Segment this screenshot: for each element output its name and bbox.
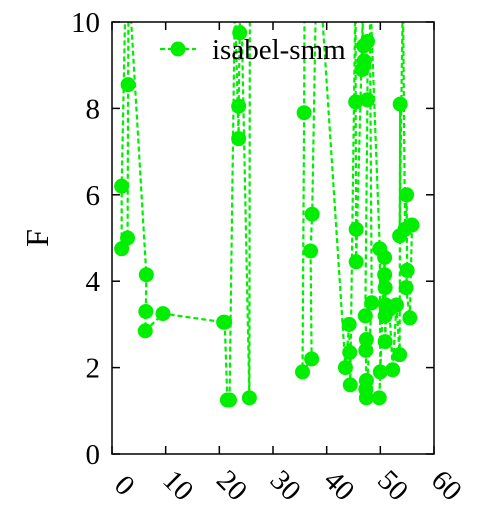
data-point xyxy=(388,297,404,313)
data-point xyxy=(155,306,171,322)
data-point xyxy=(120,230,136,246)
legend-marker xyxy=(170,41,186,57)
data-point xyxy=(404,217,420,233)
data-point xyxy=(303,243,319,259)
data-point xyxy=(364,295,380,311)
y-axis-label: F xyxy=(19,229,55,247)
plot-frame xyxy=(111,21,435,455)
data-point xyxy=(385,362,401,378)
y-tick-label: 8 xyxy=(86,93,101,125)
x-tick-label: 50 xyxy=(371,464,414,507)
data-point xyxy=(377,267,393,283)
data-point xyxy=(372,364,388,380)
data-point xyxy=(304,206,320,222)
data-point xyxy=(348,94,364,110)
data-point xyxy=(341,316,357,332)
x-tick-label: 10 xyxy=(156,464,199,507)
data-point xyxy=(348,254,364,270)
x-tick-label: 40 xyxy=(317,464,360,507)
data-point xyxy=(296,105,312,121)
data-point xyxy=(359,33,375,49)
data-point xyxy=(392,347,408,363)
data-point xyxy=(359,92,375,108)
x-tick-label: 20 xyxy=(210,464,253,507)
data-point xyxy=(348,221,364,237)
data-point xyxy=(114,178,130,194)
data-point xyxy=(241,390,257,406)
data-point xyxy=(402,310,418,326)
y-tick-label: 0 xyxy=(86,439,101,471)
plot-area xyxy=(114,0,420,408)
data-point xyxy=(342,377,358,393)
data-point xyxy=(399,187,415,203)
data-point xyxy=(357,308,373,324)
data-point xyxy=(295,364,311,380)
data-point xyxy=(222,392,238,408)
data-point xyxy=(342,344,358,360)
data-point xyxy=(358,390,374,406)
legend: isabel-smm xyxy=(160,34,346,66)
x-tick-label: 30 xyxy=(264,464,307,507)
data-point xyxy=(231,131,247,147)
data-point xyxy=(337,360,353,376)
legend-label: isabel-smm xyxy=(212,34,346,66)
x-tick-label: 60 xyxy=(425,464,468,507)
y-tick-label: 10 xyxy=(71,7,100,39)
data-point xyxy=(377,280,393,296)
data-point xyxy=(356,53,372,69)
y-tick-label: 4 xyxy=(86,266,101,298)
data-point xyxy=(304,351,320,367)
data-point xyxy=(120,77,136,93)
y-tick-label: 6 xyxy=(86,180,101,212)
data-point xyxy=(356,0,371,8)
data-point xyxy=(138,267,154,283)
y-tick-label: 2 xyxy=(86,353,101,385)
data-point xyxy=(358,342,374,358)
data-point xyxy=(137,323,153,339)
data-point xyxy=(231,98,247,114)
data-point xyxy=(392,96,408,112)
data-point xyxy=(118,0,133,8)
data-point xyxy=(399,262,415,278)
data-point xyxy=(358,332,374,348)
data-point xyxy=(371,390,387,406)
data-point xyxy=(217,314,233,330)
data-point xyxy=(232,25,248,41)
x-tick-label: 0 xyxy=(108,469,141,502)
data-point xyxy=(377,334,393,350)
data-point xyxy=(227,0,242,8)
data-point xyxy=(138,303,154,319)
data-point xyxy=(398,280,414,296)
data-point xyxy=(377,249,393,265)
